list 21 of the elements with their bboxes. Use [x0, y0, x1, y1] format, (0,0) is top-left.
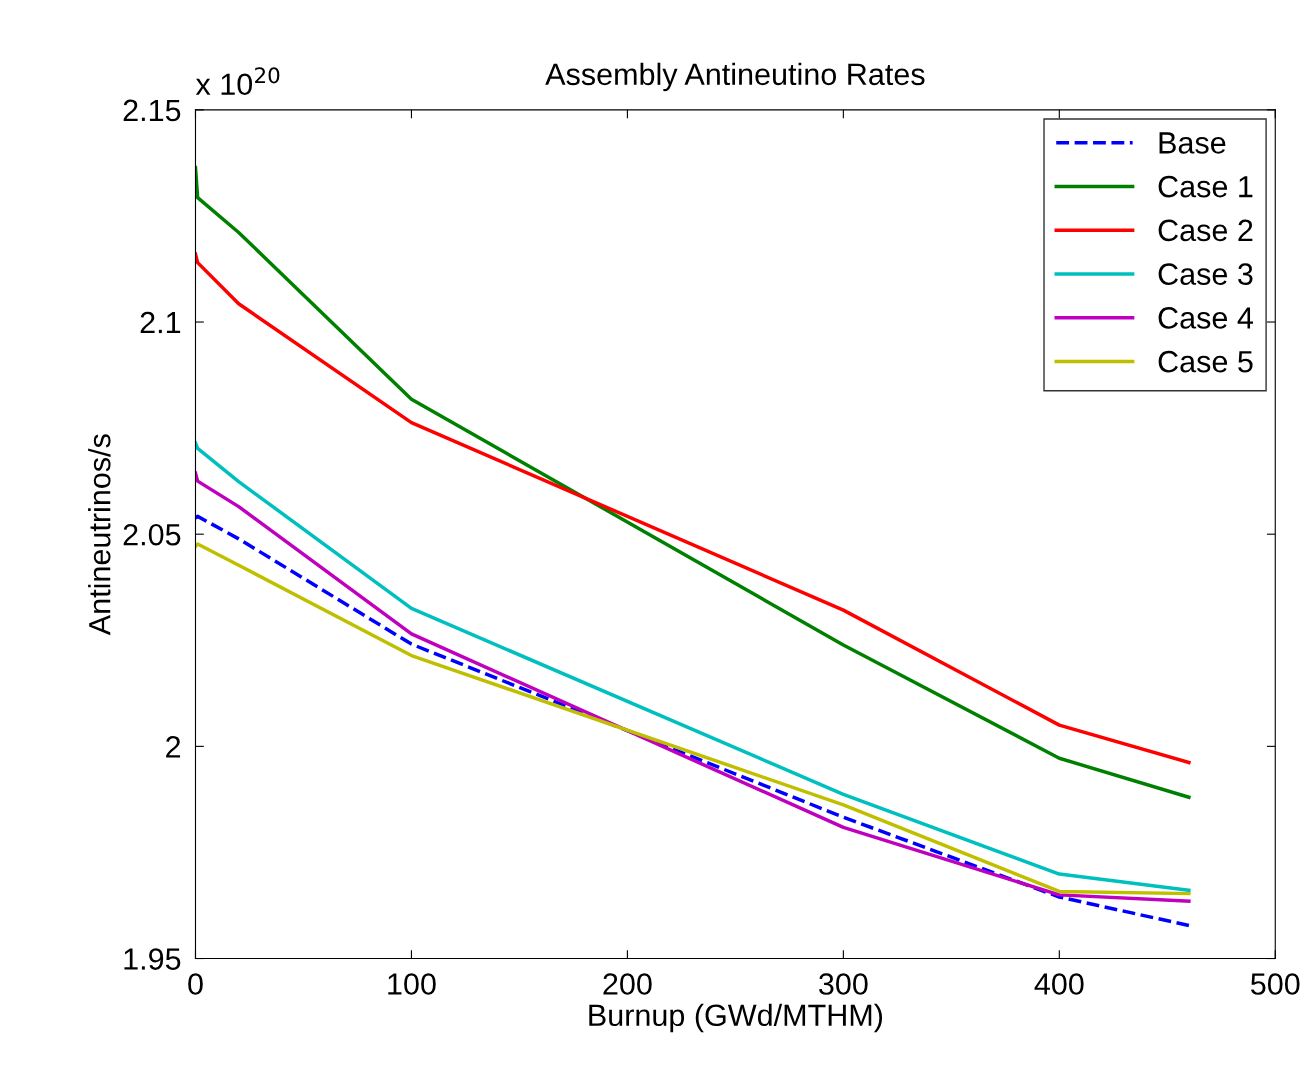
y-tick-label: 2 [166, 736, 181, 758]
legend-label: Case 1 [1158, 175, 1253, 198]
legend-label: Case 4 [1158, 307, 1253, 329]
x-tick-label: 300 [819, 973, 868, 995]
x-tick-label: 200 [603, 973, 652, 995]
y-tick-label: 2.15 [123, 99, 181, 122]
y-tick-label: 1.95 [124, 948, 181, 970]
x-tick-label: 500 [1251, 973, 1300, 995]
legend-label: Case 2 [1158, 219, 1253, 242]
chart-title: Assembly Antineutino Rates [545, 62, 925, 92]
y-tick-label: 2.05 [123, 523, 181, 546]
legend-label: Case 3 [1158, 263, 1253, 285]
text: x 10$^{20}$ [195, 67, 280, 96]
x-tick-label: 0 [188, 973, 203, 995]
x-tick-label: 100 [388, 973, 436, 995]
y-axis-title: Antineutrinos/s [88, 434, 111, 636]
y-tick-label: 2.1 [140, 311, 181, 334]
legend-label: Base [1159, 132, 1226, 154]
x-tick-label: 400 [1034, 973, 1084, 995]
x-axis-title: Burnup (GWd/MTHM) [589, 1003, 883, 1033]
legend-label: Case 5 [1158, 350, 1253, 373]
